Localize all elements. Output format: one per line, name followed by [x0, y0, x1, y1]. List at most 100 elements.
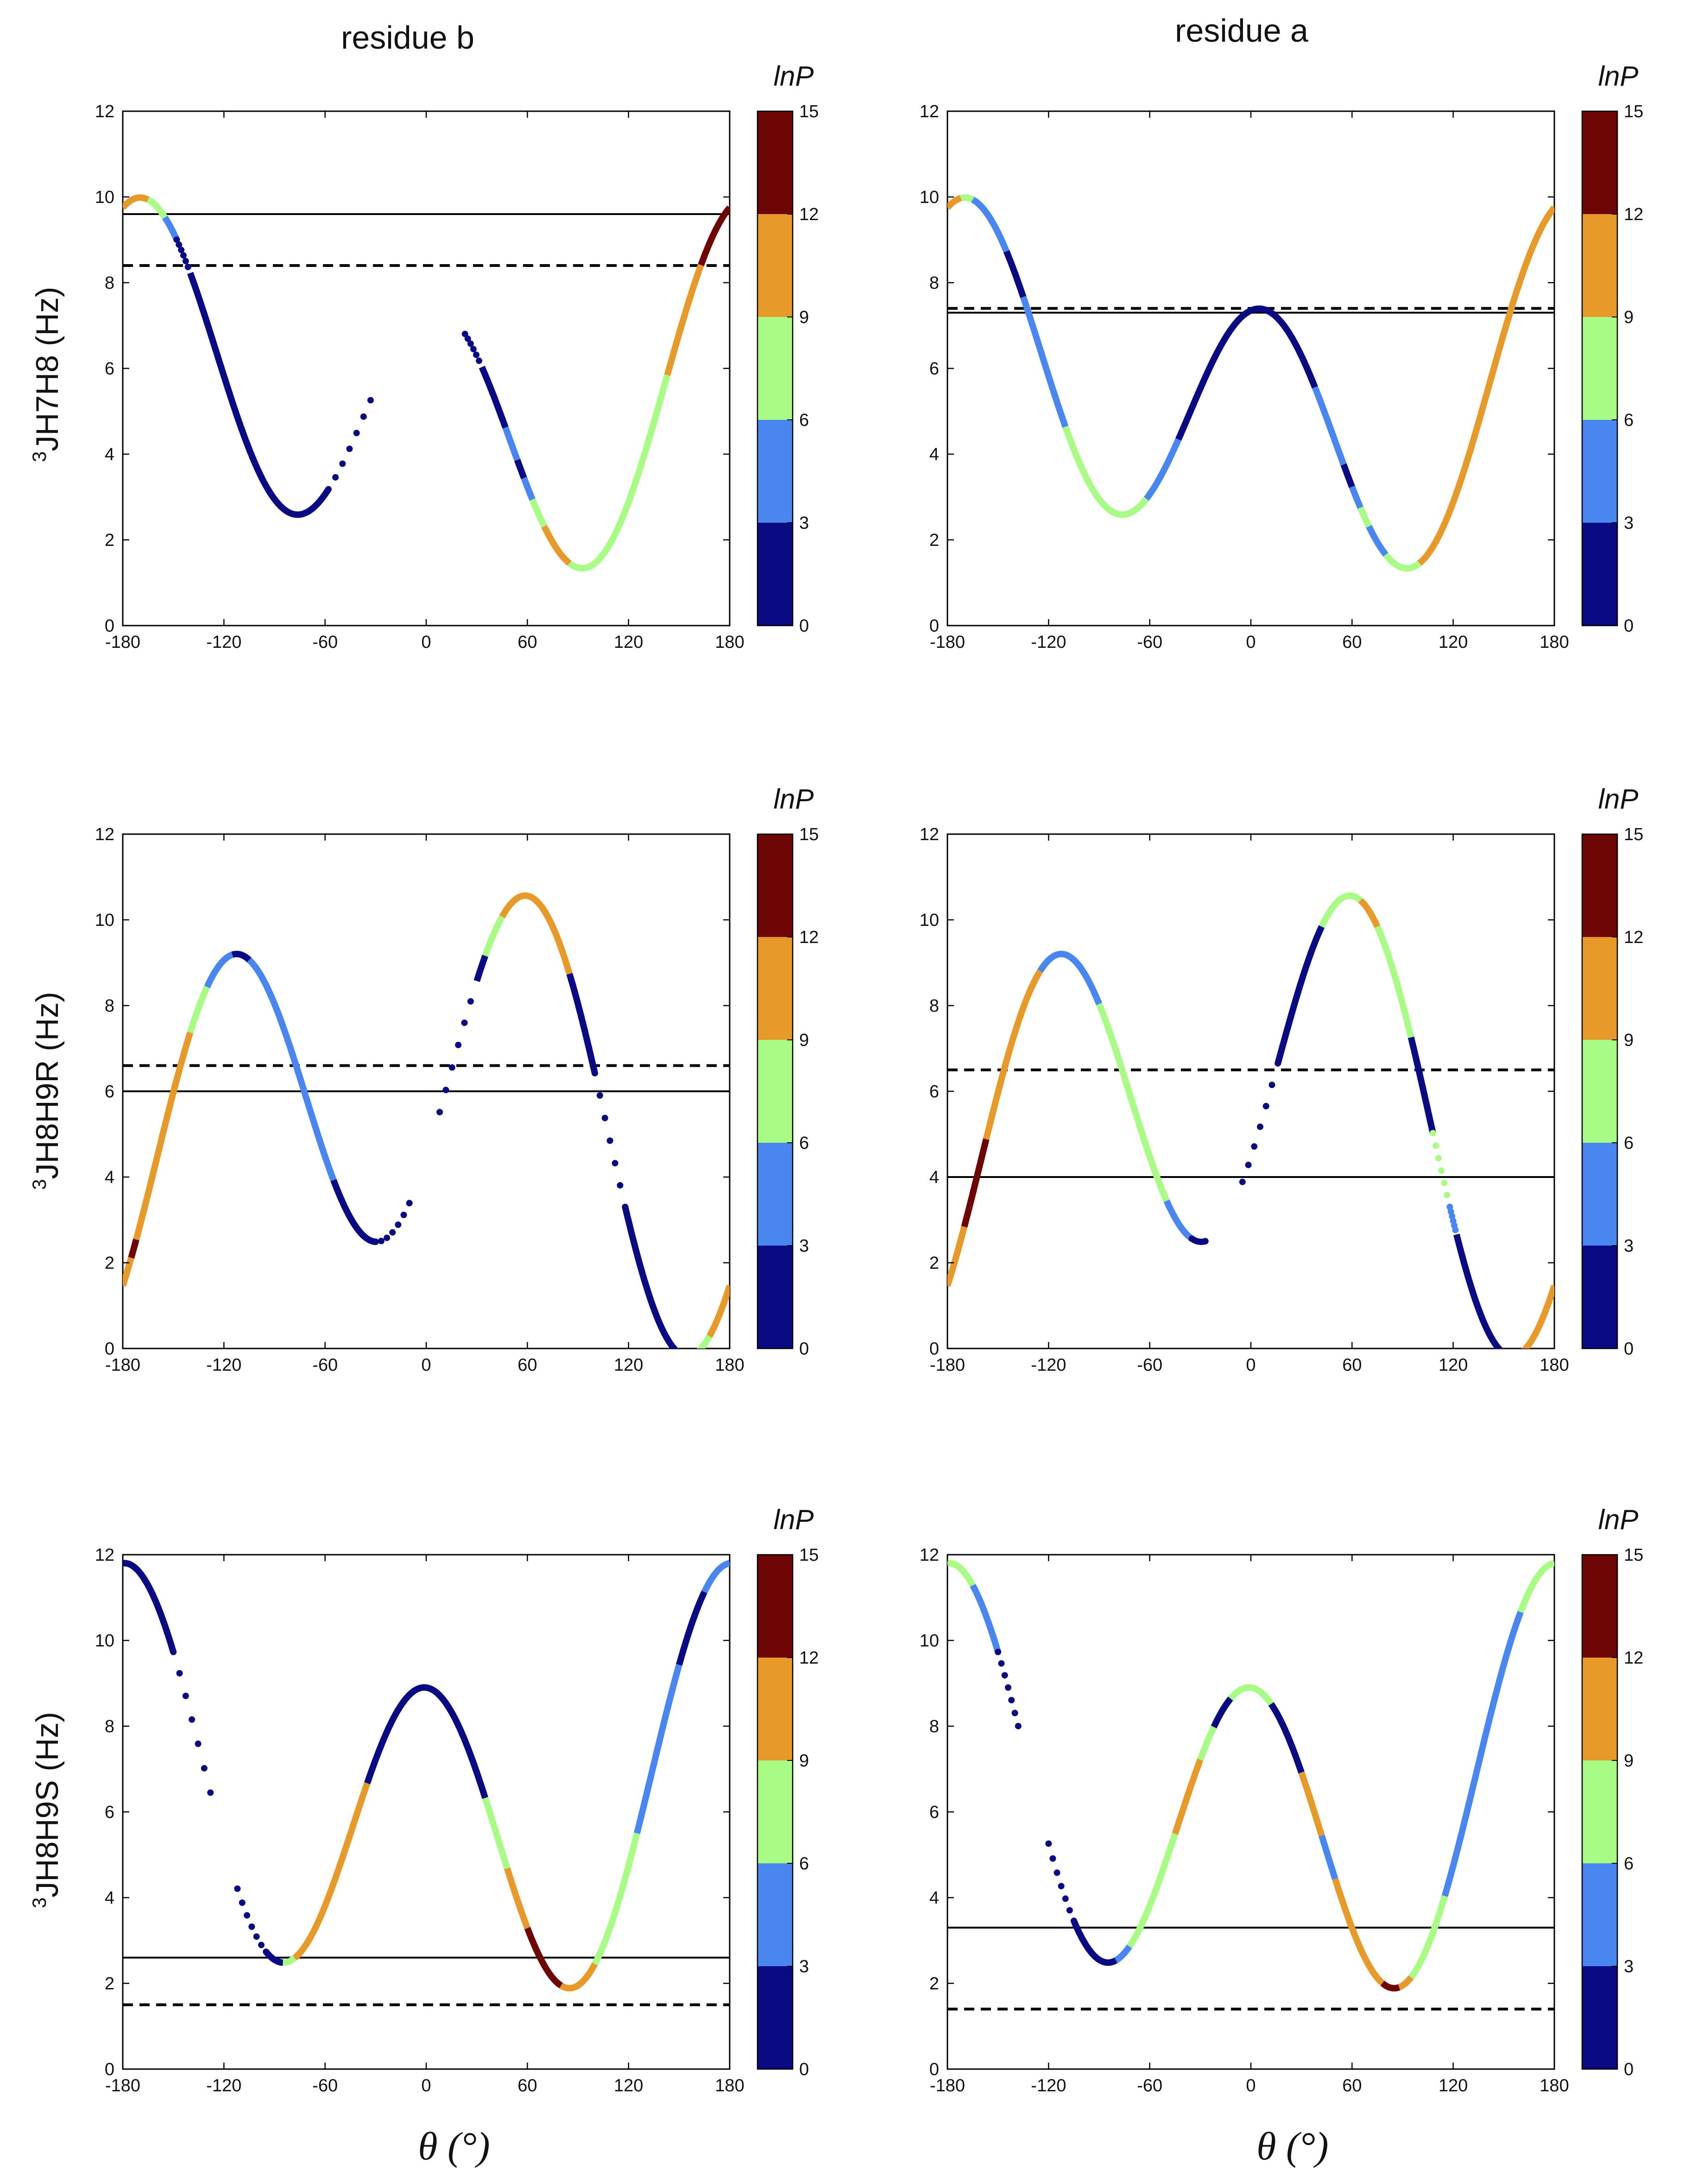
row-label-2-text: JH8H9R (Hz)	[30, 992, 65, 1179]
y-tick-label: 8	[105, 996, 114, 1016]
plot-area	[123, 194, 730, 572]
curve-segment	[559, 1962, 598, 1992]
curve-dot	[1444, 1191, 1451, 1198]
x-tick-label: -60	[312, 633, 338, 652]
x-tick-label: 180	[715, 2076, 744, 2095]
plot-frame	[946, 1554, 1555, 2070]
x-tick-label: -120	[206, 1355, 241, 1375]
curve-segment	[701, 1560, 730, 1594]
x-tick-label: -180	[930, 2076, 965, 2095]
curve-segment	[1521, 1285, 1554, 1348]
y-tick-label: 6	[929, 359, 939, 379]
curve-segment	[1380, 1981, 1401, 1992]
curve-segment	[1417, 205, 1554, 566]
colorbar-tick-label: 15	[1624, 825, 1643, 844]
x-tick-label: 60	[1342, 633, 1362, 652]
plot-frame	[946, 110, 1555, 627]
x-tick-label: 60	[517, 633, 537, 652]
curve-segment	[502, 426, 521, 461]
plot-area	[123, 892, 730, 1348]
curve-dot	[436, 1108, 443, 1115]
curve-segment	[524, 1927, 563, 1988]
y-tick-label: 12	[920, 825, 939, 844]
curve-segment	[622, 1206, 678, 1348]
curve-dot	[195, 1740, 202, 1747]
colorbar-tick-label: 12	[1624, 1648, 1643, 1668]
y-tick-label: 8	[929, 1717, 939, 1736]
y-tick-label: 0	[929, 2060, 939, 2079]
curve-segment	[1383, 552, 1422, 572]
curve-dot	[461, 1019, 468, 1026]
y-tick-label: 10	[95, 188, 114, 207]
curve-dot	[346, 445, 353, 452]
x-tick-label: 0	[1246, 633, 1256, 652]
colorbar-tick-label: 0	[1624, 616, 1634, 636]
curve-segment	[1175, 305, 1318, 441]
curve-segment	[983, 969, 1043, 1140]
colorbar-tick-label: 9	[799, 1031, 809, 1050]
colorbar-bin	[757, 1966, 793, 2069]
colorbar-tick-label: 9	[799, 308, 809, 327]
curve-dot	[448, 1064, 455, 1071]
curve-dot	[467, 998, 474, 1005]
curve-dot	[244, 1912, 251, 1919]
row-label-3-sup: 3	[28, 1898, 50, 1908]
curve-segment	[162, 215, 180, 241]
colorbar-tick-label: 15	[799, 102, 819, 121]
colorbar-bin	[1582, 1760, 1617, 1863]
curve-segment	[1319, 892, 1363, 928]
row-label-2-sup: 3	[28, 1179, 50, 1190]
y-tick-label: 6	[929, 1082, 939, 1101]
y-tick-label: 8	[929, 996, 939, 1016]
curve-segment	[204, 951, 233, 988]
y-tick-label: 10	[95, 1631, 114, 1651]
x-axis-label-left: θ (°)	[418, 2124, 490, 2168]
row-label-2: 3JH8H9R (Hz)	[28, 992, 65, 1190]
curve-dot	[473, 351, 480, 358]
curve-dot	[1257, 1123, 1264, 1130]
curve-dot	[617, 1182, 624, 1189]
y-tick-label: 10	[920, 188, 939, 207]
colorbar-tick-label: 15	[1624, 102, 1643, 121]
curve-dot	[461, 330, 468, 337]
x-tick-label: 0	[1246, 1355, 1256, 1375]
curve-segment	[231, 950, 252, 962]
colorbar-bin	[757, 214, 793, 317]
y-tick-label: 4	[105, 445, 114, 464]
curve-segment	[1312, 386, 1347, 466]
x-tick-label: -180	[105, 633, 140, 652]
curve-dot	[384, 1234, 391, 1241]
curve-segment	[1127, 1833, 1178, 1949]
curve-dot	[596, 1092, 603, 1099]
curve-dot	[234, 1885, 241, 1892]
curve-segment	[1398, 1975, 1414, 1990]
curve-segment	[676, 1590, 707, 1666]
x-tick-label: 120	[1439, 2076, 1468, 2095]
plot-frame	[946, 833, 1555, 1349]
plot-frame	[122, 1554, 731, 2070]
curve-segment	[1319, 1835, 1338, 1880]
colorbar-bin	[757, 523, 793, 626]
curve-dot	[455, 1041, 462, 1048]
curve-segment	[1366, 525, 1388, 557]
curve-segment	[521, 477, 536, 501]
curve-dot	[1202, 1238, 1209, 1245]
y-tick-label: 2	[105, 1974, 114, 1994]
curve-dot	[1268, 1082, 1275, 1089]
colorbar-bin	[1582, 1555, 1617, 1658]
colorbar-label: lnP	[1598, 61, 1639, 92]
colorbar-bin	[757, 1760, 793, 1863]
curve-dot	[464, 335, 471, 342]
curve-segment	[664, 264, 704, 376]
curve-segment	[330, 1179, 376, 1245]
x-axis-label-right: θ (°)	[1256, 2124, 1328, 2168]
curve-dot	[1452, 1227, 1459, 1234]
x-tick-label: 180	[1540, 2076, 1569, 2095]
curve-segment	[1197, 1725, 1217, 1761]
x-tick-label: 0	[421, 1355, 431, 1375]
curve-dot	[182, 258, 189, 265]
